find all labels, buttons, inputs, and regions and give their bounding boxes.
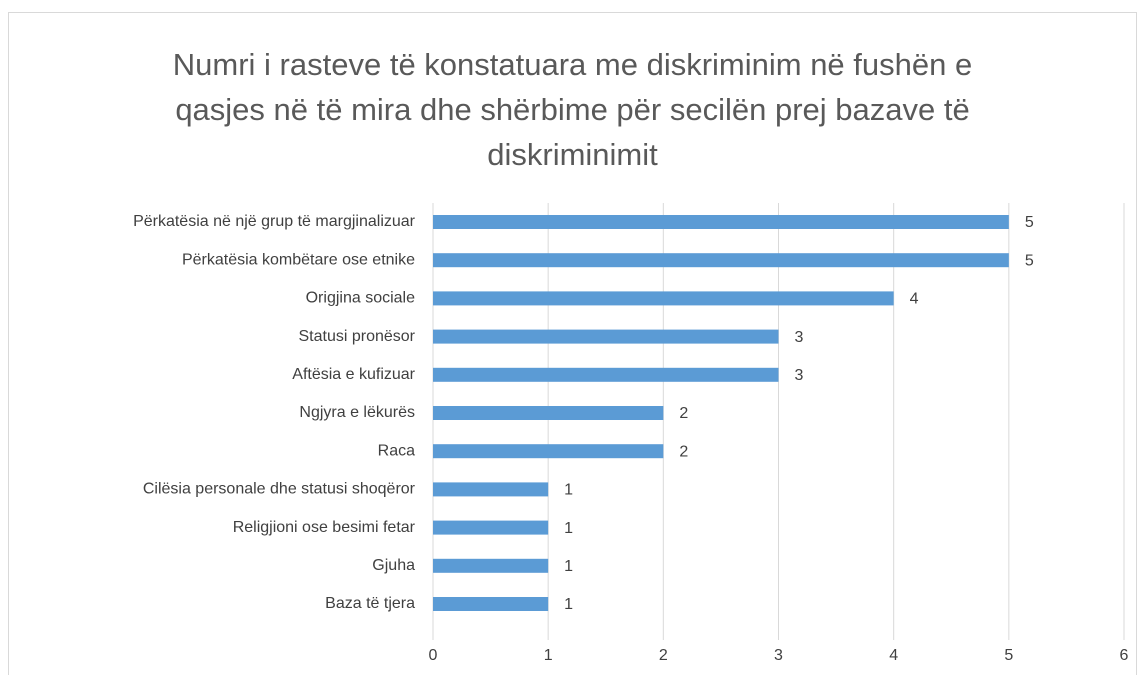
y-tick-label: Raca [378,442,415,459]
bar [433,520,549,535]
data-label: 5 [1025,252,1034,269]
data-label: 1 [564,596,573,613]
bar [433,444,664,459]
y-tick-label: Përkatësia në një grup të margjinalizuar [133,213,416,230]
bar [433,367,779,382]
chart-title: Numri i rasteve të konstatuara me diskri… [172,47,973,172]
y-tick-label: Ngjyra e lëkurës [299,404,415,421]
bar [433,558,549,573]
bar [433,482,549,497]
data-label: 4 [910,291,919,308]
bar [433,291,894,306]
x-tick-label: 1 [544,647,553,664]
data-label: 1 [564,558,573,575]
data-label: 1 [564,520,573,537]
x-tick-label: 2 [659,647,668,664]
x-tick-label: 3 [774,647,783,664]
y-tick-label: Statusi pronësor [298,328,415,345]
bar [433,215,1009,229]
data-label: 3 [795,367,804,384]
data-label: 3 [795,329,804,346]
bar [433,597,549,611]
y-tick-label: Baza të tjera [325,595,415,612]
data-label: 2 [679,443,688,460]
y-tick-label: Origjina sociale [306,290,415,307]
chart-border [8,12,1137,675]
data-label: 2 [679,405,688,422]
bar [433,329,779,344]
y-tick-label: Religjioni ose besimi fetar [233,519,416,536]
x-tick-label: 6 [1120,647,1129,664]
y-tick-label: Cilësia personale dhe statusi shoqëror [143,481,416,498]
y-tick-label: Aftësia e kufizuar [292,366,415,383]
x-tick-label: 5 [1004,647,1013,664]
x-tick-label: 0 [429,647,438,664]
data-label: 5 [1025,214,1034,231]
y-tick-label: Përkatësia kombëtare ose etnike [182,251,415,268]
data-label: 1 [564,482,573,499]
bar [433,253,1009,268]
y-tick-label: Gjuha [372,557,415,574]
x-tick-label: 4 [889,647,898,664]
bar [433,406,664,420]
